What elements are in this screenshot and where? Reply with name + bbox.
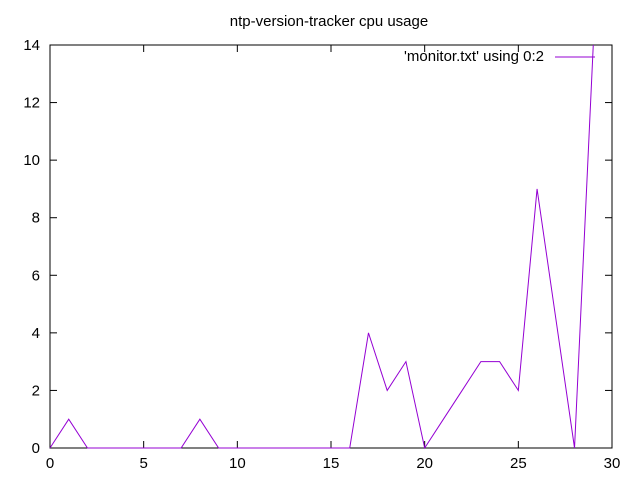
y-tick-label: 0 [32, 440, 40, 457]
x-tick-label: 30 [604, 455, 621, 472]
x-tick-label: 20 [416, 455, 433, 472]
y-tick-label: 6 [32, 267, 40, 284]
legend-label: 'monitor.txt' using 0:2 [404, 48, 544, 65]
axes-group [49, 44, 613, 449]
y-tick-label: 14 [23, 37, 40, 54]
x-tick-label: 10 [229, 455, 246, 472]
legend: 'monitor.txt' using 0:2 [404, 48, 595, 65]
y-tick-label: 12 [23, 95, 40, 112]
x-tick-label: 15 [323, 455, 340, 472]
series-group [49, 44, 594, 450]
ticks-group: 0 5 10 15 20 25 30 0 2 4 6 8 10 12 14 [23, 37, 620, 472]
plot-frame [49, 44, 613, 449]
x-tick-label: 0 [46, 455, 54, 472]
y-tick-label: 8 [32, 210, 40, 227]
series-line [49, 44, 594, 450]
y-tick-label: 2 [32, 382, 40, 399]
chart-title: ntp-version-tracker cpu usage [230, 13, 428, 30]
y-tick-label: 4 [32, 325, 40, 342]
x-tick-label: 25 [510, 455, 527, 472]
y-tick-label: 10 [23, 152, 40, 169]
x-tick-label: 5 [139, 455, 147, 472]
